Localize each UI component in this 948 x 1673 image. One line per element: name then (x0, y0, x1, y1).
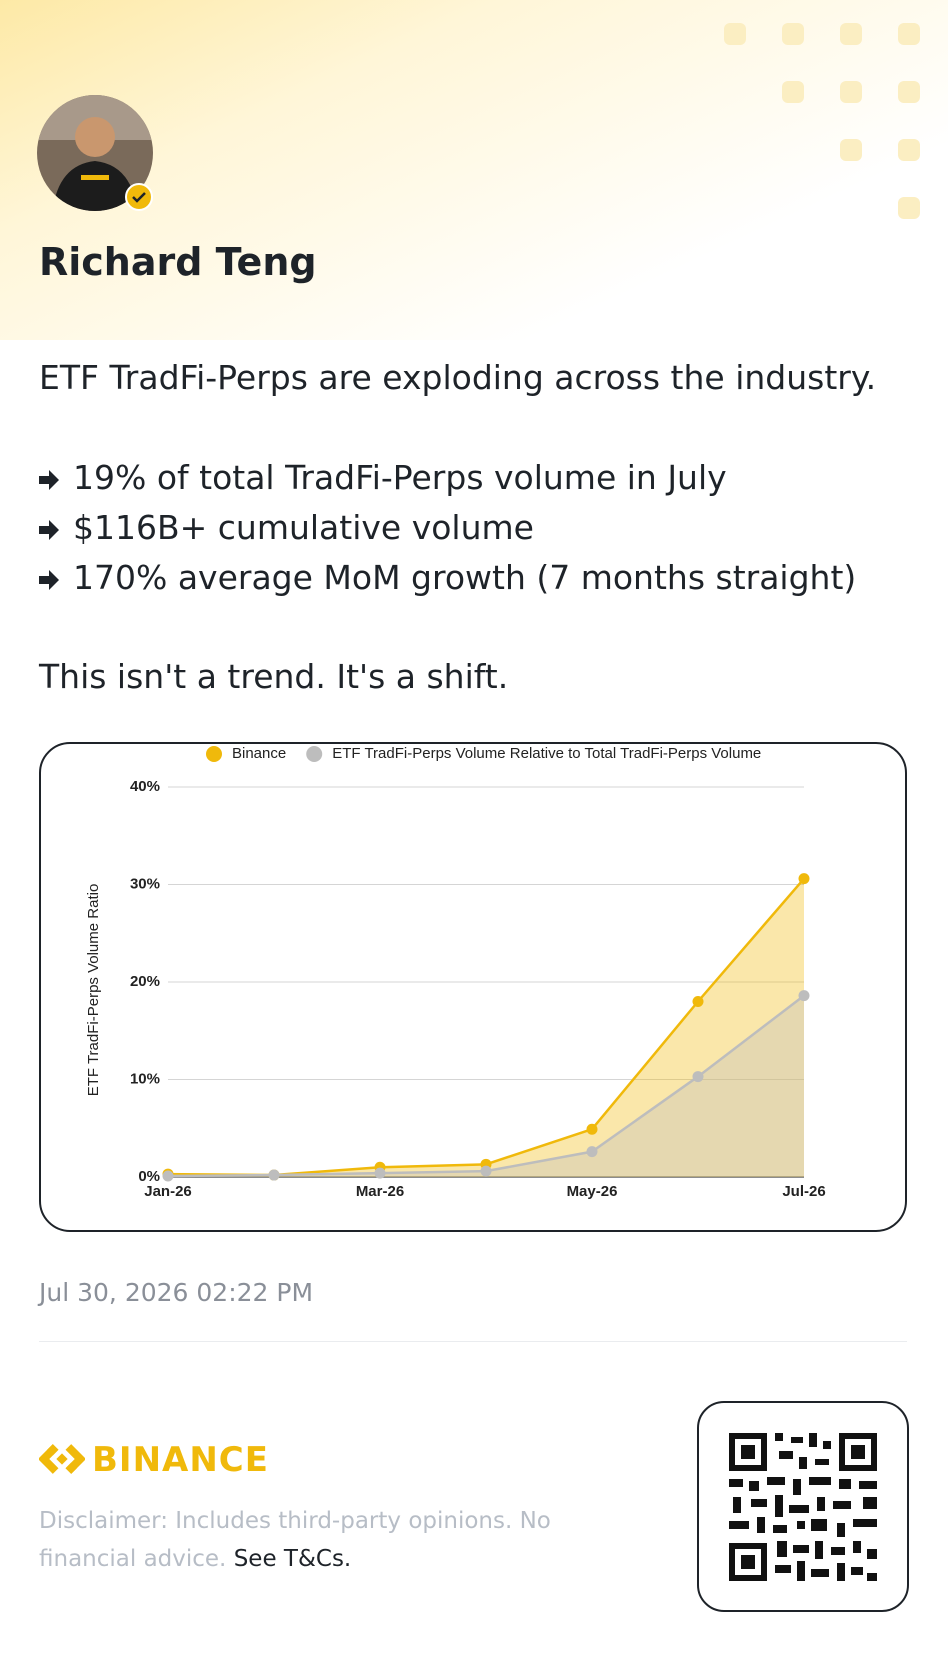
y-tick-label: 20% (130, 973, 160, 990)
data-point (586, 1146, 598, 1158)
series-area (168, 995, 804, 1177)
decor-dots (724, 23, 920, 219)
x-tick-label: Jan-26 (144, 1183, 192, 1200)
post-text: ETF TradFi-Perps are exploding across th… (39, 358, 877, 397)
legend-marker (306, 746, 323, 762)
qr-code (697, 1401, 909, 1612)
legend-label: Binance (232, 745, 286, 762)
chart: ETF TradFi-Perps Volume Ratio 0% 10% 20% 30… (39, 742, 907, 1232)
avatar (37, 95, 153, 211)
legend-marker (206, 746, 222, 762)
post-text: This isn't a trend. It's a shift. (39, 657, 509, 696)
y-tick-label: 0% (138, 1168, 160, 1185)
post-bullet: 19% of total TradFi-Perps volume in July (73, 458, 727, 497)
post-bullet: $116B+ cumulative volume (73, 508, 534, 547)
y-tick-label: 40% (130, 778, 160, 795)
bullet-arrows (39, 470, 59, 590)
header-background (0, 0, 948, 340)
chart-frame (39, 742, 907, 1232)
data-point (374, 1167, 386, 1179)
data-point (692, 1071, 704, 1083)
brand-name: BINANCE (92, 1440, 269, 1480)
legend-label: ETF TradFi-Perps Volume Relative to Tota… (332, 745, 761, 762)
data-point (798, 990, 810, 1002)
data-point (692, 996, 704, 1007)
series-area (168, 878, 804, 1177)
disclaimer: Disclaimer: Includes third-party opinion… (39, 1502, 639, 1578)
terms-link[interactable]: See T&Cs. (233, 1546, 352, 1572)
y-tick-label: 30% (130, 875, 160, 892)
data-point (586, 1123, 598, 1135)
x-tick-label: May-26 (567, 1183, 618, 1200)
data-point (480, 1165, 492, 1177)
y-axis-label: ETF TradFi-Perps Volume Ratio (85, 884, 102, 1097)
brand-logo (39, 1444, 85, 1474)
data-point (798, 873, 810, 885)
disclaimer-text: Disclaimer: Includes third-party opinion… (39, 1508, 551, 1572)
x-tick-label: Jul-26 (782, 1183, 825, 1200)
author-name: Richard Teng (39, 240, 317, 284)
data-point (162, 1170, 174, 1182)
y-tick-label: 10% (130, 1070, 160, 1087)
data-point (268, 1169, 280, 1181)
post-bullet: 170% average MoM growth (7 months straig… (73, 558, 857, 597)
timestamp: Jul 30, 2026 02:22 PM (39, 1278, 314, 1307)
divider (39, 1341, 907, 1342)
x-tick-label: Mar-26 (356, 1183, 404, 1200)
